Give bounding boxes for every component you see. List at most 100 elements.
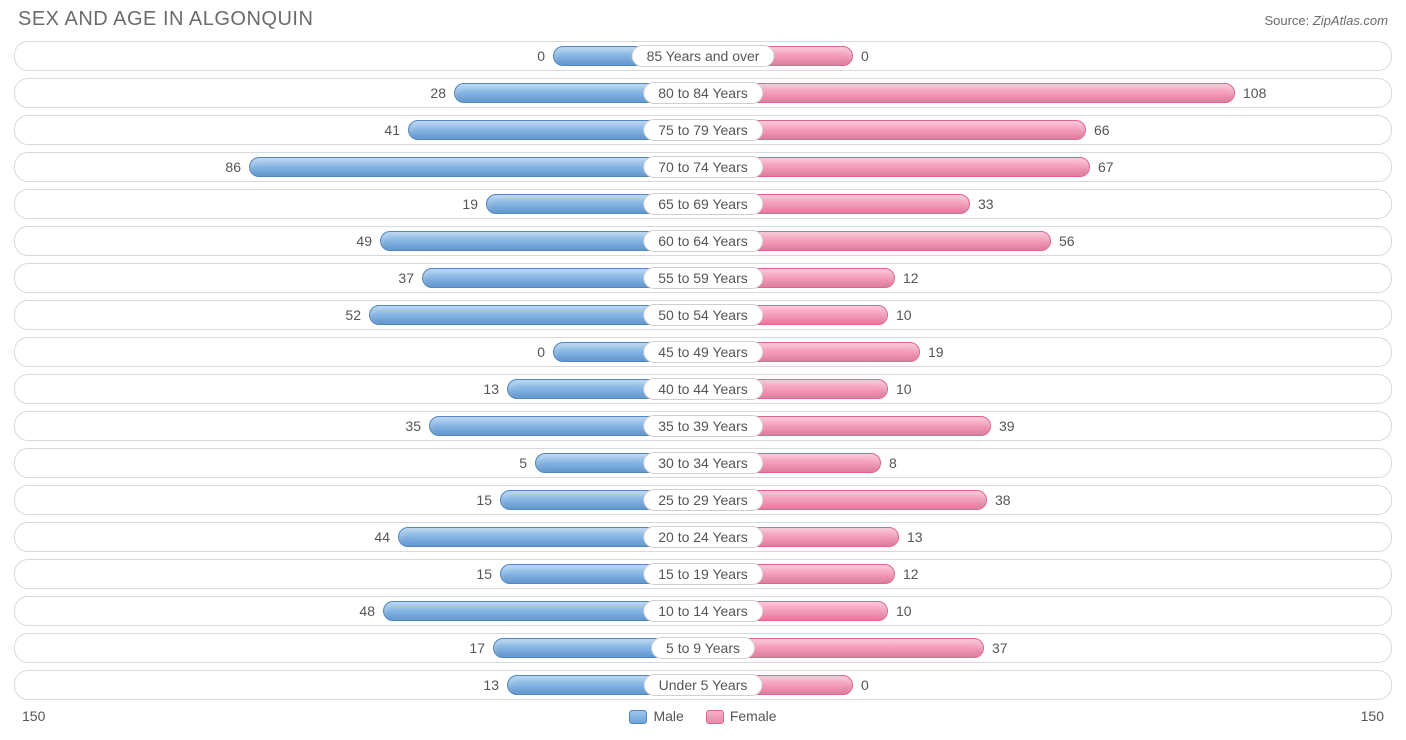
age-label: 55 to 59 Years bbox=[643, 267, 763, 289]
male-half: 0 bbox=[21, 45, 703, 67]
pyramid-row: 5 30 to 34 Years 8 bbox=[14, 448, 1392, 478]
male-half: 0 bbox=[21, 341, 703, 363]
male-half: 5 bbox=[21, 452, 703, 474]
legend-item-male: Male bbox=[629, 708, 683, 724]
female-half: 67 bbox=[703, 156, 1385, 178]
age-label: 75 to 79 Years bbox=[643, 119, 763, 141]
male-value: 28 bbox=[430, 85, 446, 101]
male-value: 17 bbox=[469, 640, 485, 656]
pyramid-row: 0 85 Years and over 0 bbox=[14, 41, 1392, 71]
female-value: 10 bbox=[896, 603, 912, 619]
pyramid-row: 48 10 to 14 Years 10 bbox=[14, 596, 1392, 626]
male-half: 37 bbox=[21, 267, 703, 289]
age-label: 45 to 49 Years bbox=[643, 341, 763, 363]
age-label: 10 to 14 Years bbox=[643, 600, 763, 622]
age-label: 35 to 39 Years bbox=[643, 415, 763, 437]
axis-max-right: 150 bbox=[1361, 708, 1384, 724]
female-half: 66 bbox=[703, 119, 1385, 141]
female-value: 12 bbox=[903, 270, 919, 286]
female-value: 0 bbox=[861, 677, 869, 693]
male-half: 49 bbox=[21, 230, 703, 252]
female-value: 10 bbox=[896, 381, 912, 397]
male-half: 28 bbox=[21, 82, 703, 104]
pyramid-row: 41 75 to 79 Years 66 bbox=[14, 115, 1392, 145]
age-label: 80 to 84 Years bbox=[643, 82, 763, 104]
age-label: 25 to 29 Years bbox=[643, 489, 763, 511]
age-label: Under 5 Years bbox=[644, 674, 763, 696]
pyramid-row: 17 5 to 9 Years 37 bbox=[14, 633, 1392, 663]
pyramid-row: 13 Under 5 Years 0 bbox=[14, 670, 1392, 700]
pyramid-row: 3755 to 59 Years 12 bbox=[14, 263, 1392, 293]
legend-item-female: Female bbox=[706, 708, 777, 724]
male-half: 44 bbox=[21, 526, 703, 548]
male-half: 17 bbox=[21, 637, 703, 659]
age-label: 30 to 34 Years bbox=[643, 452, 763, 474]
pyramid-row: 8670 to 74 Years67 bbox=[14, 152, 1392, 182]
female-half: 37 bbox=[703, 637, 1385, 659]
legend-male-label: Male bbox=[653, 708, 683, 724]
female-value: 66 bbox=[1094, 122, 1110, 138]
male-value: 13 bbox=[483, 381, 499, 397]
page-title: SEX AND AGE IN ALGONQUIN bbox=[18, 8, 313, 31]
male-value: 52 bbox=[345, 307, 361, 323]
pyramid-row: 28 80 to 84 Years108 bbox=[14, 78, 1392, 108]
pyramid-row: 4420 to 24 Years13 bbox=[14, 522, 1392, 552]
male-value: 49 bbox=[356, 233, 372, 249]
female-half: 19 bbox=[703, 341, 1385, 363]
male-value: 0 bbox=[537, 48, 545, 64]
male-swatch-icon bbox=[629, 710, 647, 724]
pyramid-row: 3535 to 39 Years39 bbox=[14, 411, 1392, 441]
female-value: 67 bbox=[1098, 159, 1114, 175]
male-value: 48 bbox=[359, 603, 375, 619]
male-value: 0 bbox=[537, 344, 545, 360]
female-swatch-icon bbox=[706, 710, 724, 724]
male-value: 44 bbox=[374, 529, 390, 545]
pyramid-row: 49 60 to 64 Years 56 bbox=[14, 226, 1392, 256]
age-label: 5 to 9 Years bbox=[651, 637, 755, 659]
female-value: 0 bbox=[861, 48, 869, 64]
male-value: 15 bbox=[476, 492, 492, 508]
female-half: 12 bbox=[703, 267, 1385, 289]
male-half: 13 bbox=[21, 378, 703, 400]
female-half: 33 bbox=[703, 193, 1385, 215]
female-value: 13 bbox=[907, 529, 923, 545]
age-label: 40 to 44 Years bbox=[643, 378, 763, 400]
female-half: 38 bbox=[703, 489, 1385, 511]
male-half: 52 bbox=[21, 304, 703, 326]
female-value: 8 bbox=[889, 455, 897, 471]
male-bar bbox=[249, 157, 703, 177]
pyramid-row: 1515 to 19 Years12 bbox=[14, 559, 1392, 589]
female-value: 37 bbox=[992, 640, 1008, 656]
male-value: 5 bbox=[519, 455, 527, 471]
source-site: ZipAtlas.com bbox=[1313, 13, 1388, 28]
female-value: 56 bbox=[1059, 233, 1075, 249]
pyramid-row: 0 45 to 49 Years 19 bbox=[14, 337, 1392, 367]
female-value: 38 bbox=[995, 492, 1011, 508]
male-value: 13 bbox=[483, 677, 499, 693]
female-value: 39 bbox=[999, 418, 1015, 434]
female-half: 10 bbox=[703, 378, 1385, 400]
female-value: 19 bbox=[928, 344, 944, 360]
female-half: 12 bbox=[703, 563, 1385, 585]
axis-max-left: 150 bbox=[22, 708, 45, 724]
pyramid-row: 52 50 to 54 Years 10 bbox=[14, 300, 1392, 330]
female-bar bbox=[703, 83, 1235, 103]
age-label: 50 to 54 Years bbox=[643, 304, 763, 326]
age-label: 85 Years and over bbox=[632, 45, 775, 67]
population-pyramid-chart: 085 Years and over02880 to 84 Years10841… bbox=[12, 37, 1394, 702]
female-half: 108 bbox=[703, 82, 1385, 104]
header: SEX AND AGE IN ALGONQUIN Source: ZipAtla… bbox=[12, 8, 1394, 37]
chart-footer: 150 Male Female 150 bbox=[12, 702, 1394, 724]
male-half: 15 bbox=[21, 563, 703, 585]
male-value: 41 bbox=[384, 122, 400, 138]
pyramid-row: 15 25 to 29 Years 38 bbox=[14, 485, 1392, 515]
source-prefix: Source: bbox=[1264, 13, 1312, 28]
female-value: 33 bbox=[978, 196, 994, 212]
female-half: 10 bbox=[703, 304, 1385, 326]
female-value: 10 bbox=[896, 307, 912, 323]
female-half: 0 bbox=[703, 674, 1385, 696]
age-label: 60 to 64 Years bbox=[643, 230, 763, 252]
male-value: 15 bbox=[476, 566, 492, 582]
pyramid-row: 13 40 to 44 Years 10 bbox=[14, 374, 1392, 404]
male-half: 13 bbox=[21, 674, 703, 696]
